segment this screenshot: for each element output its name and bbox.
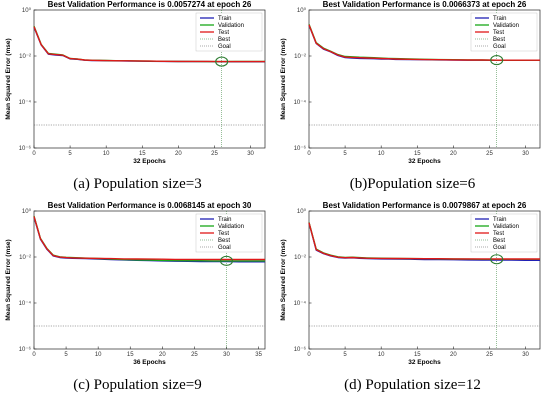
panel-b: Best Validation Performance is 0.0066373… <box>275 0 550 201</box>
x-tick-label: 25 <box>486 151 493 157</box>
x-tick-label: 15 <box>414 151 421 157</box>
chart-d: Best Validation Performance is 0.0079867… <box>280 201 541 366</box>
series-line-test <box>33 26 265 63</box>
y-tick-label: 10⁻⁴ <box>19 300 32 307</box>
x-tick-label: 30 <box>522 151 529 157</box>
legend-item-test: Test <box>493 30 504 36</box>
panel-a: Best Validation Performance is 0.0057274… <box>0 0 275 201</box>
chart-a: Best Validation Performance is 0.0057274… <box>5 0 266 165</box>
legend-item-goal: Goal <box>218 245 231 251</box>
caption-b: (b)Population size=6 <box>349 176 476 192</box>
panel-c: Best Validation Performance is 0.0068145… <box>0 201 275 402</box>
x-tick-label: 25 <box>191 352 198 358</box>
panel-d: Best Validation Performance is 0.0079867… <box>275 201 550 402</box>
y-tick-label: 10⁰ <box>297 208 307 215</box>
y-tick-label: 10⁰ <box>297 7 307 14</box>
x-tick-label: 30 <box>223 352 230 358</box>
x-tick-label: 5 <box>64 352 68 358</box>
best-marker-circle <box>219 255 234 266</box>
best-marker-circle <box>490 254 504 265</box>
legend-item-goal: Goal <box>493 245 506 251</box>
y-tick-label: 10⁰ <box>22 7 32 14</box>
y-tick-label: 10⁻⁴ <box>294 99 307 106</box>
chart-b: Best Validation Performance is 0.0066373… <box>280 0 541 165</box>
x-tick-label: 5 <box>343 151 347 157</box>
legend-item-best: Best <box>218 37 230 43</box>
legend-item-goal: Goal <box>493 44 506 50</box>
x-tick-label: 0 <box>307 352 311 358</box>
x-tick-label: 5 <box>343 352 347 358</box>
y-tick-label: 10⁻⁴ <box>19 99 32 106</box>
x-tick-label: 0 <box>32 352 36 358</box>
chart-title: Best Validation Performance is 0.0068145… <box>48 201 252 210</box>
legend-item-validation: Validation <box>493 224 519 230</box>
x-axis-label: 32 Epochs <box>133 158 166 165</box>
x-tick-label: 25 <box>211 151 218 157</box>
y-tick-label: 10⁻⁶ <box>294 346 307 353</box>
legend-item-train: Train <box>493 217 506 223</box>
chart-title: Best Validation Performance is 0.0066373… <box>323 0 527 9</box>
best-marker-circle <box>215 56 229 67</box>
x-tick-label: 25 <box>486 352 493 358</box>
y-tick-label: 10⁻² <box>19 54 31 60</box>
y-tick-label: 10⁻⁴ <box>294 300 307 307</box>
y-axis-label: Mean Squared Error (mse) <box>280 239 287 320</box>
x-tick-label: 30 <box>247 151 254 157</box>
caption-d: (d) Population size=12 <box>344 377 481 393</box>
legend-item-best: Best <box>218 238 230 244</box>
legend-item-validation: Validation <box>218 23 244 29</box>
y-tick-label: 10⁻⁶ <box>294 145 307 152</box>
y-tick-label: 10⁰ <box>22 208 32 215</box>
y-tick-label: 10⁻⁶ <box>19 145 32 152</box>
chart-c: Best Validation Performance is 0.0068145… <box>5 201 266 366</box>
x-tick-label: 30 <box>522 352 529 358</box>
y-axis-label: Mean Squared Error (mse) <box>5 38 12 119</box>
x-tick-label: 20 <box>159 352 166 358</box>
chart-title: Best Validation Performance is 0.0079867… <box>323 201 527 210</box>
caption-a: (a) Population size=3 <box>73 176 202 192</box>
x-tick-label: 20 <box>175 151 182 157</box>
series-line-test <box>308 222 540 260</box>
legend-item-test: Test <box>218 231 229 237</box>
y-axis-label: Mean Squared Error (mse) <box>5 239 12 320</box>
x-tick-label: 0 <box>32 151 36 157</box>
x-tick-label: 10 <box>95 352 102 358</box>
legend-item-validation: Validation <box>493 23 519 29</box>
x-tick-label: 10 <box>378 151 385 157</box>
legend-item-best: Best <box>493 238 505 244</box>
legend-item-test: Test <box>218 30 229 36</box>
x-tick-label: 15 <box>127 352 134 358</box>
x-axis-label: 32 Epochs <box>408 158 441 165</box>
x-tick-label: 0 <box>307 151 311 157</box>
y-axis-label: Mean Squared Error (mse) <box>280 38 287 119</box>
x-tick-label: 20 <box>450 151 457 157</box>
legend-item-train: Train <box>493 16 506 22</box>
series-line-test <box>33 216 265 261</box>
legend-item-train: Train <box>218 16 231 22</box>
caption-c: (c) Population size=9 <box>73 377 202 393</box>
y-tick-label: 10⁻² <box>19 255 31 261</box>
x-tick-label: 5 <box>68 151 72 157</box>
series-line-test <box>308 24 540 61</box>
legend-item-goal: Goal <box>218 44 231 50</box>
legend-item-test: Test <box>493 231 504 237</box>
x-tick-label: 15 <box>414 352 421 358</box>
chart-title: Best Validation Performance is 0.0057274… <box>48 0 252 9</box>
y-tick-label: 10⁻² <box>294 255 306 261</box>
legend-item-validation: Validation <box>218 224 244 230</box>
legend-item-best: Best <box>493 37 505 43</box>
x-axis-label: 36 Epochs <box>133 359 166 366</box>
x-tick-label: 20 <box>450 352 457 358</box>
x-tick-label: 35 <box>255 352 262 358</box>
y-tick-label: 10⁻⁶ <box>19 346 32 353</box>
legend-item-train: Train <box>218 217 231 223</box>
x-tick-label: 10 <box>103 151 110 157</box>
y-tick-label: 10⁻² <box>294 54 306 60</box>
x-tick-label: 10 <box>378 352 385 358</box>
x-tick-label: 15 <box>139 151 146 157</box>
best-marker-circle <box>490 55 504 66</box>
x-axis-label: 32 Epochs <box>408 359 441 366</box>
